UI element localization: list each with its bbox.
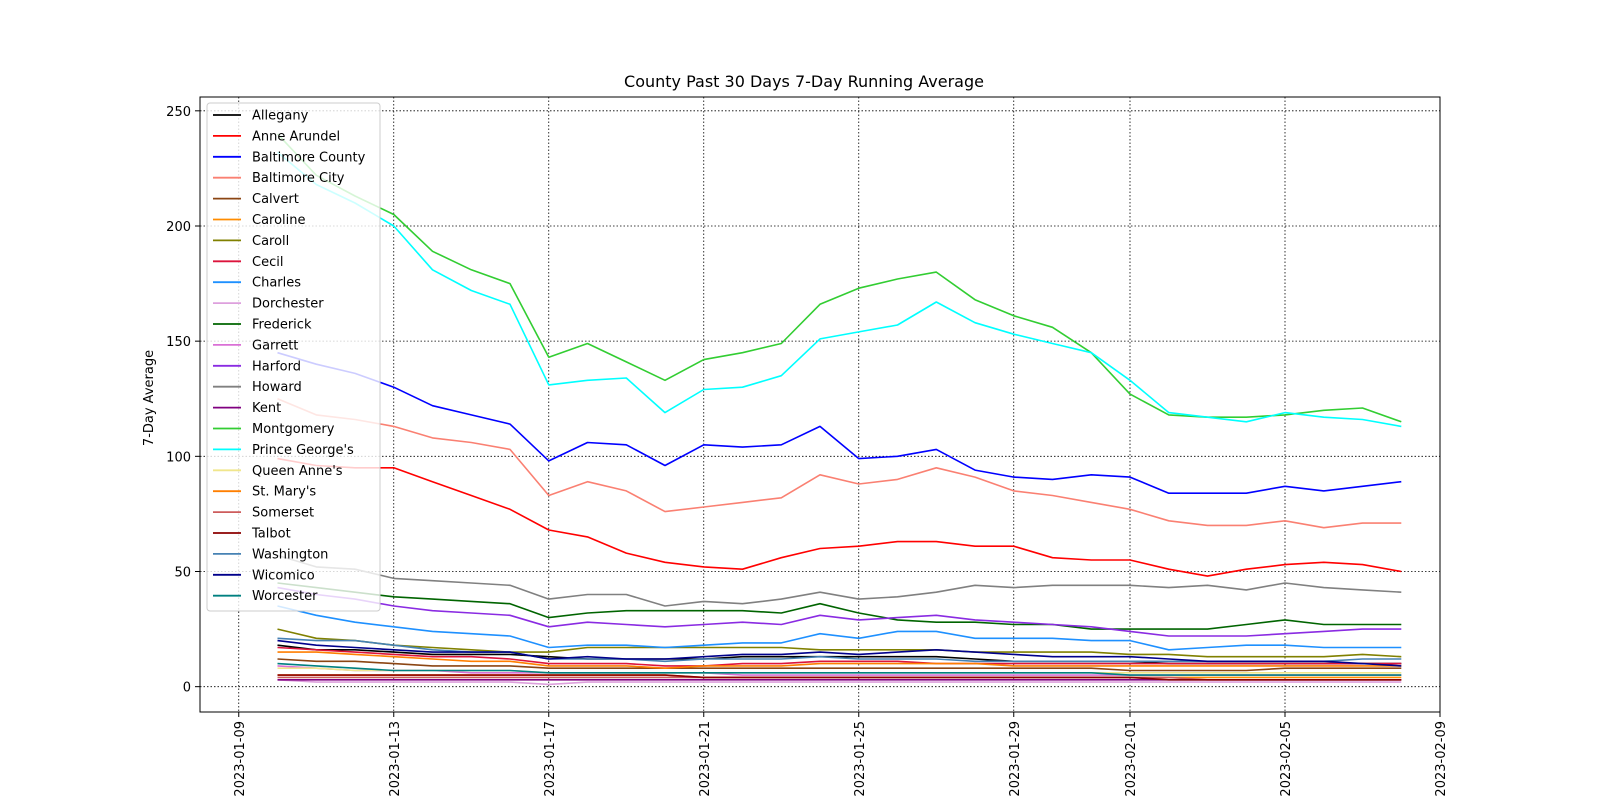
legend: Allegany Anne Arundel Baltimore County Balt… <box>206 102 381 612</box>
legend-label: Allegany <box>252 109 309 124</box>
series-line <box>277 351 1402 495</box>
legend-label: Caroll <box>252 234 289 249</box>
legend-label: Dorchester <box>252 297 324 312</box>
legend-label: Baltimore City <box>252 171 345 186</box>
series-line <box>277 586 1402 637</box>
y-axis-ticks: 0 50 100 150 200 250 <box>166 105 200 696</box>
legend-label: Talbot <box>251 527 291 542</box>
legend-label: Wicomico <box>252 568 315 583</box>
legend-label: Queen Anne's <box>252 464 343 479</box>
legend-label: Anne Arundel <box>252 129 340 144</box>
series-line <box>277 639 1402 667</box>
x-tick-label: 2023-02-05 <box>1279 721 1294 797</box>
y-axis-label: 7-Day Average <box>142 350 157 446</box>
legend-label: Prince George's <box>252 443 354 458</box>
y-tick-label: 100 <box>166 450 191 465</box>
series-line <box>277 674 1402 681</box>
y-tick-label: 150 <box>166 335 191 350</box>
series-line <box>277 646 1402 667</box>
x-tick-label: 2023-01-17 <box>543 721 558 797</box>
legend-label: Baltimore County <box>252 150 366 165</box>
series-line <box>277 662 1402 676</box>
legend-label: Howard <box>252 380 302 395</box>
x-tick-label: 2023-01-29 <box>1008 721 1023 797</box>
legend-label: Cecil <box>252 255 283 270</box>
legend-label: Calvert <box>252 192 299 207</box>
x-tick-label: 2023-01-21 <box>698 721 713 797</box>
y-tick-label: 200 <box>166 220 191 235</box>
legend-label: Worcester <box>252 589 318 604</box>
x-tick-label: 2023-02-09 <box>1434 721 1449 797</box>
series-line <box>277 651 1402 670</box>
legend-label: Caroline <box>252 213 306 228</box>
legend-label: Harford <box>252 359 301 374</box>
y-tick-label: 0 <box>183 681 191 696</box>
plot-frame <box>199 96 1441 713</box>
legend-box <box>206 102 381 612</box>
legend-label: Charles <box>252 276 301 291</box>
legend-label: Washington <box>252 547 328 562</box>
legend-label: Garrett <box>252 338 298 353</box>
series-line <box>277 582 1402 630</box>
legend-label: Montgomery <box>252 422 335 437</box>
grid-lines <box>200 97 1441 712</box>
series-line <box>277 628 1402 658</box>
series-line <box>276 151 1402 428</box>
x-tick-label: 2023-01-13 <box>388 721 403 797</box>
series-line <box>277 605 1402 651</box>
series-line <box>277 658 1402 672</box>
y-tick-label: 50 <box>174 565 191 580</box>
series-lines <box>276 133 1402 686</box>
chart-title: County Past 30 Days 7-Day Running Averag… <box>624 72 984 91</box>
legend-label: Frederick <box>252 318 312 333</box>
legend-label: Somerset <box>252 506 314 521</box>
x-tick-label: 2023-02-01 <box>1124 721 1139 797</box>
series-line <box>277 457 1402 577</box>
series-line <box>277 554 1402 607</box>
y-tick-label: 250 <box>166 105 191 120</box>
x-tick-label: 2023-01-09 <box>233 721 248 797</box>
x-axis-ticks: 2023-01-09 2023-01-13 2023-01-17 2023-01-21… <box>233 712 1449 797</box>
series-line <box>277 397 1402 529</box>
legend-label: Kent <box>252 401 281 416</box>
x-tick-label: 2023-01-25 <box>853 721 868 797</box>
series-line <box>277 679 1402 686</box>
legend-label: St. Mary's <box>252 485 316 500</box>
